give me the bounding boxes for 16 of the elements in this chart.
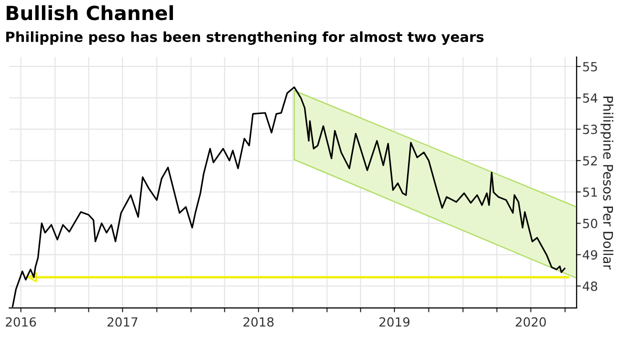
x-tick-label: 2018 (244, 317, 274, 327)
chart-title: Bullish Channel (6, 5, 173, 20)
y-tick-label: 51 (583, 188, 597, 197)
y-tick-label: 49 (582, 250, 598, 260)
y-tick-label: 48 (582, 281, 598, 291)
x-tick-label: 2019 (379, 317, 410, 327)
y-axis-title: Philippine Pesos Per Dollar (600, 96, 614, 270)
y-tick-label: 50 (583, 218, 598, 228)
chart-subtitle: Philippine peso has been strengthening for almost two years (6, 31, 484, 45)
y-tick-label: 55 (583, 62, 597, 72)
y-tick-label: 52 (583, 156, 597, 166)
y-tick-label: 54 (583, 93, 598, 103)
x-tick-label: 2017 (108, 317, 138, 327)
y-tick-label: 53 (583, 124, 598, 134)
x-tick-label: 2016 (6, 317, 36, 327)
x-tick-label: 2020 (516, 317, 546, 327)
